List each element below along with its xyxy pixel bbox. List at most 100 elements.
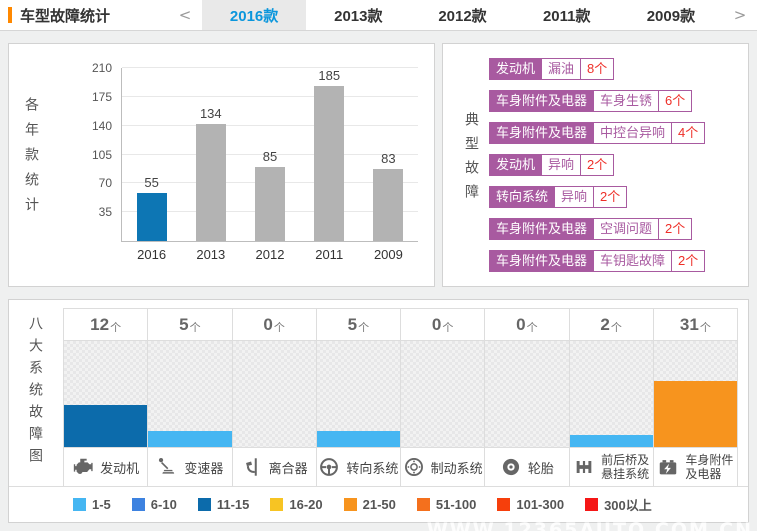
fault-name: 异响 xyxy=(554,187,593,207)
bar-slot: 185 xyxy=(300,68,359,241)
system-count-cell: 31 个 xyxy=(679,314,711,334)
fault-tag[interactable]: 车身附件及电器 车钥匙故障 2个 xyxy=(489,250,706,272)
fault-name: 车身生锈 xyxy=(593,91,658,111)
system-label: 发动机 xyxy=(100,460,140,476)
fault-tag[interactable]: 车身附件及电器 中控台异响 4个 xyxy=(489,122,706,144)
legend-swatch xyxy=(73,498,86,511)
fault-system: 车身附件及电器 xyxy=(490,123,594,143)
system-bar-cell xyxy=(485,341,570,447)
battery-icon xyxy=(660,460,677,475)
system-item-tire: 轮胎 xyxy=(485,448,570,486)
title-wrap: 车型故障统计 xyxy=(0,0,168,30)
fault-count: 2个 xyxy=(593,187,626,207)
legend-item: 11-15 xyxy=(197,497,249,512)
system-item-axle-suspension: 前后桥及 悬挂系统 xyxy=(570,448,654,486)
page-title: 车型故障统计 xyxy=(20,7,111,25)
x-tick-2012: 2012 xyxy=(255,247,285,262)
bar-slot: 85 xyxy=(240,68,299,241)
system-bars-row xyxy=(64,341,737,447)
system-label: 车身附件 及电器 xyxy=(685,452,734,481)
fault-tag[interactable]: 发动机 异响 2个 xyxy=(489,154,615,176)
system-item-engine: 发动机 xyxy=(64,448,149,486)
model-year-tabs: 2016款 2013款 2012款 2011款 2009款 xyxy=(202,0,723,30)
typical-faults-panel: 典型故障 发动机 漏油 8个 车身附件及电器 车身生锈 6个 车身附件及电器 中… xyxy=(442,43,749,287)
next-arrow-button[interactable]: > xyxy=(733,6,747,24)
system-label: 变速器 xyxy=(184,460,224,476)
system-bar-steering xyxy=(316,431,400,447)
system-bar-body-electrical xyxy=(653,381,737,447)
x-tick-2013: 2013 xyxy=(196,247,226,262)
system-label: 转向系统 xyxy=(346,460,399,476)
tire-icon xyxy=(502,458,519,476)
y-tick: 70 xyxy=(98,176,112,191)
fault-count: 2个 xyxy=(580,155,613,175)
system-bar-transmission xyxy=(148,431,232,447)
watermark: www.12365auto.com.cn xyxy=(426,519,753,531)
year-bar-2009 xyxy=(373,169,404,241)
system-label: 轮胎 xyxy=(527,460,554,476)
bar-slot: 83 xyxy=(359,68,418,241)
fault-tag[interactable]: 车身附件及电器 车身生锈 6个 xyxy=(489,90,693,112)
tab-2013[interactable]: 2013款 xyxy=(334,7,383,25)
tab-2011[interactable]: 2011款 xyxy=(542,7,591,25)
legend-swatch xyxy=(131,498,145,511)
legend-item: 101-300 xyxy=(497,497,564,512)
bar-value-label: 55 xyxy=(144,175,159,190)
bar-value-label: 185 xyxy=(318,68,341,83)
y-tick: 105 xyxy=(91,147,112,162)
systems-chart-label: 八大系统故障图 xyxy=(28,316,44,470)
fault-name: 车钥匙故障 xyxy=(593,251,671,271)
system-bar-axle-suspension xyxy=(569,435,653,447)
fault-count-legend: 1-5 6-10 11-15 16-20 21-50 51-100 101-30… xyxy=(9,486,748,522)
clutch-pedal-icon xyxy=(245,458,257,476)
system-item-clutch: 离合器 xyxy=(233,448,317,486)
system-item-brake: 制动系统 xyxy=(401,448,486,486)
system-bar-cell xyxy=(316,341,401,447)
year-bar-chart: 210 175 140 105 70 35 55 134 xyxy=(55,44,434,286)
legend-item: 51-100 xyxy=(416,497,476,512)
system-bar-cell xyxy=(148,341,233,447)
prev-arrow-button[interactable]: < xyxy=(178,6,192,24)
system-bar-cell xyxy=(401,341,486,447)
y-tick: 175 xyxy=(91,89,112,104)
system-bar-cell xyxy=(569,341,654,447)
system-bar-engine xyxy=(64,405,148,447)
y-tick: 210 xyxy=(91,61,112,75)
system-item-transmission: 变速器 xyxy=(148,448,233,486)
bar-value-label: 83 xyxy=(381,151,396,166)
fault-system: 发动机 xyxy=(490,59,542,79)
tab-2012[interactable]: 2012款 xyxy=(438,7,487,25)
legend-item: 6-10 xyxy=(131,497,177,512)
axle-suspension-icon xyxy=(576,461,592,473)
fault-system: 发动机 xyxy=(490,155,542,175)
legend-item: 300以上 xyxy=(585,495,652,514)
fault-tag[interactable]: 车身附件及电器 空调问题 2个 xyxy=(489,218,693,240)
x-tick-2011: 2011 xyxy=(315,247,344,262)
tab-2009[interactable]: 2009款 xyxy=(646,7,696,25)
legend-item: 21-50 xyxy=(343,497,396,512)
legend-item: 16-20 xyxy=(270,497,323,512)
fault-tag[interactable]: 转向系统 异响 2个 xyxy=(489,186,628,208)
fault-tag-list: 发动机 漏油 8个 车身附件及电器 车身生锈 6个 车身附件及电器 中控台异响 … xyxy=(489,57,738,273)
year-stats-panel: 各年款统计 210 175 140 105 70 35 xyxy=(8,43,435,287)
fault-tag[interactable]: 发动机 漏油 8个 xyxy=(489,58,615,80)
system-item-body-electrical: 车身附件 及电器 xyxy=(654,448,737,486)
system-label: 前后桥及 悬挂系统 xyxy=(601,452,650,481)
fault-name: 空调问题 xyxy=(593,219,658,239)
plot-area: 210 175 140 105 70 35 55 134 xyxy=(92,61,418,262)
system-count-cell: 12 个 xyxy=(64,309,149,340)
system-bar-cell xyxy=(653,341,737,447)
year-bar-2016 xyxy=(136,193,167,241)
bar-value-label: 85 xyxy=(262,149,278,164)
tab-2016[interactable]: 2016款 xyxy=(202,0,307,30)
year-chart-label: 各年款统计 xyxy=(24,97,40,222)
header: 车型故障统计 < 2016款 2013款 2012款 2011款 2009款 > xyxy=(0,0,757,31)
legend-swatch xyxy=(585,498,599,511)
year-bar-2011 xyxy=(314,86,345,241)
